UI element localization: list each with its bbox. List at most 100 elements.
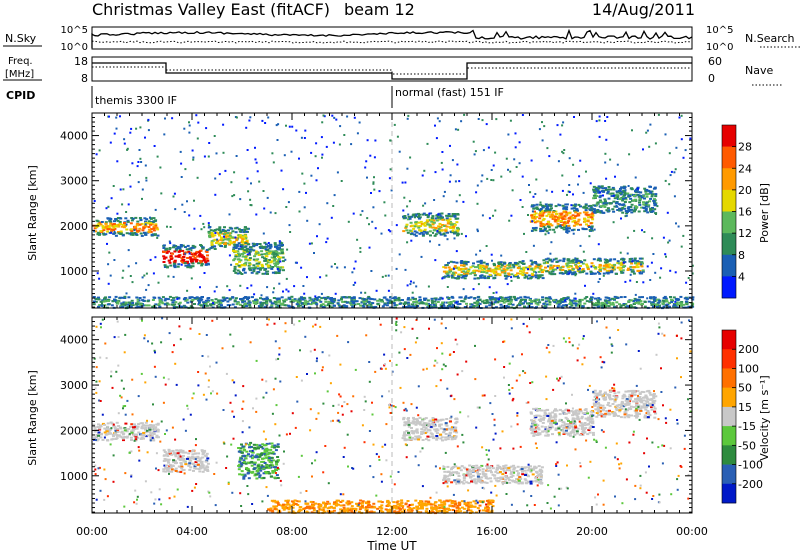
echo-region	[542, 257, 645, 276]
velocity-colorbar: 200 100 50 15 -15 -50 -100 -200	[721, 329, 763, 504]
echo-region	[529, 203, 595, 233]
y-tick-label: 1000	[60, 265, 88, 278]
echo-region	[442, 464, 544, 485]
nsearch-tick-top: 10^5	[706, 25, 733, 36]
y-tick-label: 3000	[60, 175, 88, 188]
nave-label: Nave	[745, 64, 773, 77]
colorbar-tick-label: 24	[738, 162, 752, 175]
colorbar-segment	[722, 254, 736, 277]
x-axis-label: Time UT	[366, 539, 417, 553]
colorbar-segment	[722, 349, 736, 369]
colorbar-segment	[722, 125, 736, 147]
echo-region	[162, 448, 210, 473]
cpid-panel: CPID themis 3300 IF normal (fast) 151 IF	[6, 86, 504, 108]
colorbar-segment	[722, 189, 736, 212]
x-tick-label: 20:00	[576, 525, 608, 538]
colorbar-segment	[722, 483, 736, 504]
scatter-noise	[93, 317, 692, 510]
power-ylabel: Slant Range [km]	[26, 165, 39, 261]
cpid-mode-1: themis 3300 IF	[95, 94, 177, 107]
echo-region	[207, 226, 250, 251]
scatter-noise	[93, 113, 694, 305]
cpid-mode-2: normal (fast) 151 IF	[395, 86, 504, 99]
y-tick-label: 4000	[60, 130, 88, 143]
echo-region	[402, 416, 459, 442]
date-label: 14/Aug/2011	[592, 0, 695, 19]
freq-tick-top: 18	[74, 55, 88, 68]
figure-title: Christmas Valley East (fitACF)	[92, 0, 330, 19]
nsky-panel: N.Sky 10^5 10^0 10^5 10^0 N.Search	[3, 25, 800, 53]
nave-tick-bottom: 0	[708, 72, 715, 85]
nave-tick-top: 60	[708, 55, 722, 68]
nsky-label: N.Sky	[5, 32, 37, 45]
colorbar-tick-label: 15	[738, 401, 752, 414]
freq-panel: Freq. [MHz] 18 8 60 0 Nave	[3, 55, 782, 86]
echo-region	[237, 441, 280, 480]
power-colorbar-label: Power [dB]	[758, 183, 771, 243]
echo-region	[267, 499, 495, 515]
colorbar-tick-label: 12	[738, 227, 752, 240]
y-tick-label: 2000	[60, 424, 88, 437]
y-tick-label: 1000	[60, 470, 88, 483]
y-tick-label: 3000	[60, 379, 88, 392]
colorbar-segment	[722, 387, 736, 408]
freq-unit-label: [MHz]	[5, 69, 34, 80]
nsky-tick-bottom: 10^0	[61, 42, 88, 53]
freq-tick-bottom: 8	[81, 72, 88, 85]
colorbar-tick-label: -100	[738, 459, 763, 472]
x-tick-label: 08:00	[276, 525, 308, 538]
colorbar-tick-label: -15	[738, 420, 756, 433]
colorbar-segment	[722, 146, 736, 169]
echo-region	[529, 407, 595, 437]
velocity-colorbar-label: Velocity [m s⁻¹]	[758, 375, 771, 460]
colorbar-segment	[722, 445, 736, 465]
power-colorbar: 4 8 12 16 20 24 28	[721, 124, 752, 299]
colorbar-tick-label: 8	[738, 249, 745, 262]
power-echoes	[92, 113, 695, 310]
y-tick-label: 4000	[60, 334, 88, 347]
colorbar-tick-label: 20	[738, 184, 752, 197]
echo-region	[402, 212, 460, 237]
colorbar-segment	[722, 168, 736, 191]
echo-region	[162, 244, 210, 269]
echo-region	[442, 259, 545, 280]
nsky-trace	[91, 28, 693, 48]
power-panel: 1000 2000 3000 4000 Slant Range [km] 4 8 12 16…	[26, 112, 771, 310]
x-tick-label: 00:00	[676, 525, 708, 538]
nsearch-label: N.Search	[745, 32, 795, 45]
colorbar-tick-label: 16	[738, 206, 752, 219]
beam-label: beam 12	[344, 0, 415, 19]
x-tick-label: 00:00	[76, 525, 108, 538]
colorbar-tick-label: 4	[738, 270, 745, 283]
colorbar-tick-label: -200	[738, 478, 763, 491]
x-tick-label: 12:00	[376, 525, 408, 538]
colorbar-tick-label: -50	[738, 439, 756, 452]
colorbar-segment	[722, 406, 736, 427]
freq-trace	[92, 62, 692, 80]
cpid-label: CPID	[6, 89, 35, 102]
colorbar-segment	[722, 233, 736, 256]
colorbar-tick-label: 200	[738, 343, 759, 356]
nsky-tick-top: 10^5	[61, 25, 88, 36]
colorbar-tick-label: 100	[738, 362, 759, 375]
x-tick-label: 16:00	[476, 525, 508, 538]
colorbar-segment	[722, 330, 736, 350]
power-axes: 1000 2000 3000 4000	[60, 112, 693, 309]
velocity-ylabel: Slant Range [km]	[26, 370, 39, 466]
freq-label: Freq.	[8, 56, 33, 67]
echo-region	[92, 216, 160, 237]
nsearch-tick-bottom: 10^0	[706, 42, 733, 53]
colorbar-segment	[722, 368, 736, 388]
colorbar-segment	[722, 426, 736, 446]
velocity-echoes	[92, 317, 692, 515]
echo-region	[592, 389, 658, 419]
nave-trace	[92, 66, 692, 75]
colorbar-segment	[722, 464, 736, 485]
velocity-axes: 1000 2000 3000 4000 00:00 04:00 08:00 12:00 16:0…	[60, 316, 708, 538]
echo-region	[92, 295, 695, 310]
colorbar-segment	[722, 276, 736, 299]
x-tick-label: 04:00	[176, 525, 208, 538]
colorbar-tick-label: 50	[738, 382, 752, 395]
colorbar-segment	[722, 211, 736, 234]
